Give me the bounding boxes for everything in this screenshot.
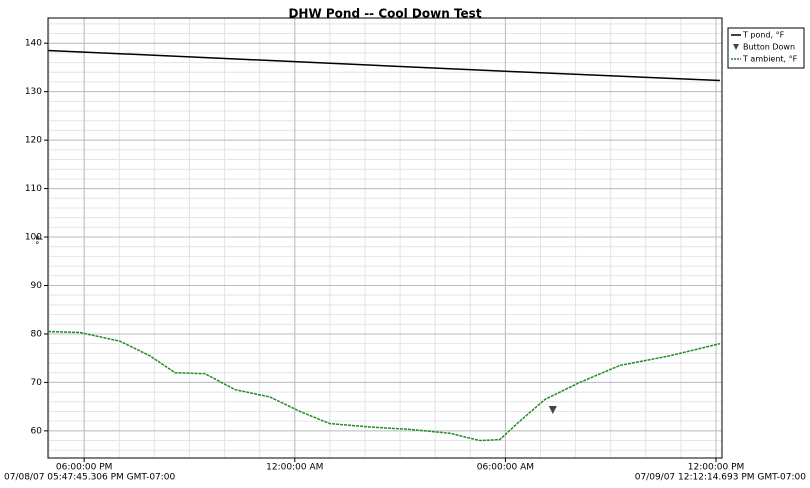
series-line [47, 330, 721, 442]
x-tick-label: 12:00:00 AM [266, 463, 323, 473]
event-marker [548, 406, 557, 415]
y-tick-label: 70 [31, 378, 43, 388]
legend-label: Button Down [743, 43, 795, 52]
y-tick-label: 100 [25, 233, 42, 243]
y-tick-label: 110 [25, 184, 42, 194]
y-tick-label: 120 [25, 136, 42, 146]
y-tick-label: 80 [31, 329, 43, 339]
series-line [47, 49, 720, 82]
x-tick-label: 06:00:00 AM [477, 463, 534, 473]
y-tick-label: 60 [31, 426, 43, 436]
y-tick-label: 90 [31, 281, 43, 291]
x-end-label: 07/09/07 12:12:14.693 PM GMT-07:00 [635, 473, 807, 483]
y-tick-label: 130 [25, 87, 42, 97]
chart-title: DHW Pond -- Cool Down Test [288, 7, 481, 21]
y-tick-label: 140 [25, 39, 42, 49]
legend-label: T pond, °F [742, 31, 785, 40]
x-tick-label: 06:00:00 PM [56, 463, 112, 473]
plot-border [47, 17, 723, 459]
legend-swatch [733, 44, 739, 50]
x-tick-label: 12:00:00 PM [688, 463, 744, 473]
legend-label: T ambient, °F [742, 55, 798, 64]
y-axis-label: °F [36, 235, 46, 245]
x-start-label: 07/08/07 05:47:45.306 PM GMT-07:00 [4, 473, 176, 483]
